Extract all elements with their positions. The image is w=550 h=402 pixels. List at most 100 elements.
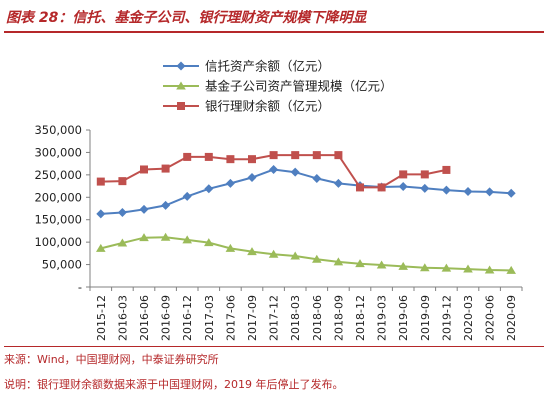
square-marker: [248, 155, 256, 164]
diamond-marker: [96, 209, 106, 219]
triangle-marker: [376, 260, 387, 269]
triangle-marker: [117, 238, 128, 247]
line-chart: 信托资产余额（亿元） 基金子公司资产管理规模（亿元） 银行理财余额（亿元） 350,…: [34, 59, 523, 341]
square-marker: [226, 155, 235, 164]
y-tick-label: 350,000: [34, 123, 82, 137]
triangle-marker: [312, 254, 322, 263]
triangle-marker: [268, 249, 279, 258]
figure-title: 图表 28：信托、基金子公司、银行理财资产规模下降明显: [6, 10, 367, 26]
y-tick-label: 200,000: [34, 190, 82, 204]
triangle-marker: [176, 81, 186, 90]
y-tick-label: 300,000: [34, 145, 82, 159]
square-marker: [291, 151, 300, 160]
legend-label: 基金子公司资产管理规模（亿元）: [205, 79, 393, 94]
y-tick-label: 250,000: [34, 168, 82, 182]
source-note: 来源：Wind，中国理财网，中泰证券研究所: [4, 353, 219, 366]
diamond-marker: [333, 178, 343, 188]
series-line: [100, 236, 512, 272]
x-tick-label: 2017-09: [246, 295, 259, 341]
triangle-marker: [441, 263, 452, 272]
x-tick-label: 2017-03: [203, 295, 216, 341]
diamond-marker: [247, 173, 257, 183]
diamond-marker: [182, 191, 192, 201]
triangle-marker: [463, 264, 473, 273]
chart-series: [96, 151, 516, 274]
x-tick-label: 2016-12: [181, 295, 194, 341]
square-marker: [312, 151, 321, 160]
footer-divider: [4, 346, 544, 347]
diamond-marker: [398, 182, 408, 192]
x-tick-label: 2019-06: [397, 295, 410, 341]
y-tick-label: 100,000: [34, 235, 82, 249]
legend-item: 基金子公司资产管理规模（亿元）: [163, 79, 393, 94]
square-marker: [442, 165, 451, 174]
x-tick-label: 2016-09: [160, 295, 173, 341]
diamond-marker: [161, 200, 171, 210]
diamond-marker: [225, 178, 235, 188]
legend-item: 信托资产余额（亿元）: [163, 59, 330, 74]
x-tick-label: 2020-09: [505, 295, 518, 341]
square-marker: [399, 170, 408, 179]
legend-item: 银行理财余额（亿元）: [163, 99, 330, 114]
square-marker: [177, 102, 185, 110]
triangle-marker: [333, 257, 344, 266]
triangle-marker: [225, 243, 236, 252]
square-marker: [269, 151, 278, 160]
triangle-marker: [139, 233, 149, 242]
x-tick-label: 2018-06: [311, 295, 324, 341]
explanatory-note: 说明：银行理财余额数据来源于中国理财网，2019 年后停止了发布。: [4, 378, 344, 391]
x-tick-label: 2018-03: [289, 295, 302, 341]
triangle-marker: [398, 261, 408, 270]
diamond-marker: [117, 208, 127, 218]
diamond-marker: [463, 186, 473, 196]
x-tick-label: 2015-12: [95, 295, 108, 341]
x-tick-label: 2020-06: [484, 295, 497, 341]
square-marker: [161, 164, 170, 173]
diamond-marker: [485, 187, 495, 197]
x-tick-label: 2017-06: [224, 295, 237, 341]
diamond-marker: [312, 173, 322, 183]
square-marker: [204, 152, 213, 161]
triangle-marker: [355, 259, 365, 268]
x-tick-label: 2018-09: [332, 295, 345, 341]
legend-label: 银行理财余额（亿元）: [205, 99, 330, 114]
diamond-marker: [269, 164, 279, 174]
diamond-marker: [441, 185, 451, 195]
square-marker: [183, 152, 192, 161]
x-tick-label: 2019-03: [376, 295, 389, 341]
square-marker: [96, 177, 105, 186]
x-tick-label: 2016-03: [116, 295, 129, 341]
triangle-marker: [160, 232, 171, 241]
diamond-marker: [290, 167, 300, 177]
series-square: [96, 151, 451, 192]
triangle-marker: [204, 238, 214, 247]
diamond-marker: [176, 61, 186, 71]
diamond-marker: [420, 183, 430, 193]
square-marker: [356, 183, 364, 192]
x-tick-label: 2019-12: [440, 295, 453, 341]
chart-axes: 350,000 300,000 250,000 200,000 150,000 100,0…: [34, 123, 523, 341]
x-tick-label: 2016-06: [138, 295, 151, 341]
triangle-marker: [96, 243, 106, 252]
diamond-marker: [139, 204, 149, 214]
triangle-marker: [247, 247, 257, 256]
triangle-marker: [290, 251, 300, 260]
triangle-marker: [484, 265, 495, 274]
x-tick-label: 2019-09: [419, 295, 432, 341]
triangle-marker: [182, 235, 192, 244]
triangle-marker: [506, 265, 516, 274]
legend-label: 信托资产余额（亿元）: [205, 59, 330, 74]
diamond-marker: [204, 184, 214, 194]
square-marker: [377, 183, 386, 192]
square-marker: [420, 170, 429, 179]
x-tick-label: 2017-12: [268, 295, 281, 341]
x-tick-label: 2020-03: [462, 295, 475, 341]
x-tick-label: 2018-12: [354, 295, 367, 341]
square-marker: [140, 165, 148, 174]
chart-legend: 信托资产余额（亿元） 基金子公司资产管理规模（亿元） 银行理财余额（亿元）: [163, 59, 393, 114]
y-tick-label: 150,000: [34, 213, 82, 227]
square-marker: [118, 177, 127, 186]
y-tick-label: 50,000: [42, 258, 82, 272]
diamond-marker: [506, 188, 516, 198]
series-diamond: [96, 164, 516, 219]
